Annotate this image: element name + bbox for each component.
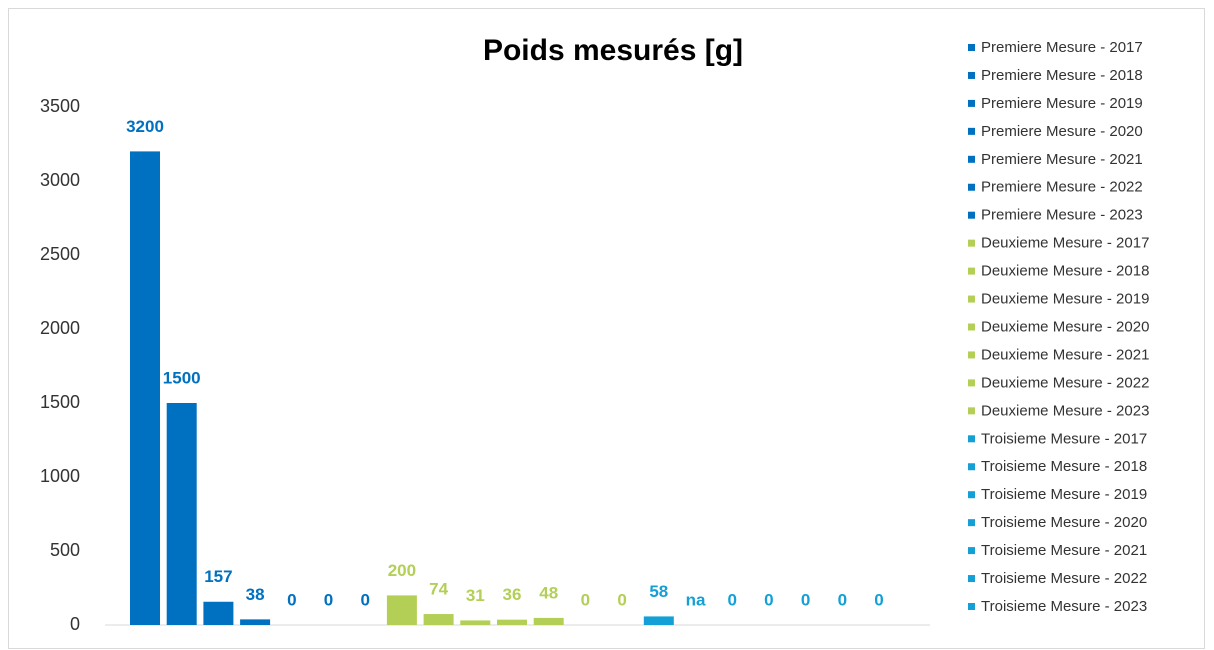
legend-label: Premiere Mesure - 2023	[981, 207, 1143, 224]
legend-label: Deuxieme Mesure - 2019	[981, 291, 1149, 308]
data-label: 36	[503, 585, 522, 604]
legend-swatch	[968, 267, 975, 275]
legend-label: Premiere Mesure - 2017	[981, 39, 1143, 56]
bar	[130, 151, 160, 625]
legend-swatch	[968, 183, 975, 191]
y-tick-label: 2000	[40, 318, 80, 338]
data-label: 157	[204, 567, 232, 586]
data-label: 1500	[163, 368, 201, 387]
y-tick-label: 3000	[40, 170, 80, 190]
data-label: 31	[466, 586, 485, 605]
data-label: 38	[246, 585, 265, 604]
legend-label: Premiere Mesure - 2022	[981, 179, 1143, 196]
legend-swatch	[968, 547, 975, 555]
data-label: 0	[838, 590, 847, 609]
data-label: 0	[324, 590, 333, 609]
legend-label: Premiere Mesure - 2021	[981, 151, 1143, 168]
y-tick-label: 500	[50, 540, 80, 560]
legend-swatch	[968, 435, 975, 443]
data-label: na	[686, 590, 706, 609]
chart-title: Poids mesurés [g]	[483, 34, 743, 67]
legend-label: Troisieme Mesure - 2017	[981, 430, 1147, 447]
data-label: 0	[764, 590, 773, 609]
data-label: 3200	[126, 117, 164, 136]
legend-swatch	[968, 519, 975, 527]
legend-label: Troisieme Mesure - 2023	[981, 598, 1147, 615]
legend-swatch	[968, 99, 975, 107]
legend-swatch	[968, 71, 975, 79]
legend-label: Deuxieme Mesure - 2023	[981, 402, 1149, 419]
data-label: 200	[388, 561, 416, 580]
bar	[240, 619, 271, 625]
bar	[460, 620, 491, 625]
data-label: 0	[581, 590, 590, 609]
legend-swatch	[968, 239, 975, 247]
legend-label: Deuxieme Mesure - 2022	[981, 374, 1149, 391]
data-label: 0	[287, 590, 296, 609]
legend-swatch	[968, 155, 975, 163]
legend-swatch	[968, 323, 975, 331]
data-label: 0	[801, 590, 810, 609]
y-tick-label: 2500	[40, 244, 80, 264]
legend-label: Troisieme Mesure - 2020	[981, 514, 1147, 531]
legend-label: Troisieme Mesure - 2022	[981, 570, 1147, 587]
data-label: 0	[727, 590, 736, 609]
legend-label: Premiere Mesure - 2020	[981, 123, 1143, 140]
y-tick-label: 0	[70, 614, 80, 634]
legend-swatch	[968, 44, 975, 51]
data-label: 0	[874, 590, 883, 609]
legend-swatch	[968, 603, 975, 610]
data-label: 58	[649, 582, 668, 601]
legend-swatch	[968, 379, 975, 387]
legend-swatch	[968, 407, 975, 415]
legend-swatch	[968, 351, 975, 359]
legend-swatch	[968, 127, 975, 135]
legend-label: Deuxieme Mesure - 2018	[981, 263, 1149, 280]
legend-swatch	[968, 211, 975, 219]
legend-label: Deuxieme Mesure - 2017	[981, 235, 1149, 252]
data-label: 74	[429, 580, 448, 599]
data-label: 0	[617, 590, 626, 609]
bar	[166, 403, 197, 625]
legend-label: Troisieme Mesure - 2019	[981, 486, 1147, 503]
chart-border	[8, 8, 1205, 649]
legend-label: Troisieme Mesure - 2018	[981, 458, 1147, 475]
y-tick-label: 3500	[40, 96, 80, 116]
data-label: 48	[539, 583, 558, 602]
legend-swatch	[968, 575, 975, 583]
y-tick-label: 1000	[40, 466, 80, 486]
legend-label: Deuxieme Mesure - 2021	[981, 346, 1149, 363]
legend-swatch	[968, 463, 975, 471]
bar	[497, 619, 527, 625]
bar	[423, 614, 454, 625]
legend-label: Premiere Mesure - 2019	[981, 95, 1143, 112]
legend-swatch	[968, 491, 975, 499]
bar	[386, 595, 417, 625]
legend-swatch	[968, 295, 975, 303]
legend-label: Troisieme Mesure - 2021	[981, 542, 1147, 559]
legend-label: Premiere Mesure - 2018	[981, 67, 1143, 84]
legend-label: Deuxieme Mesure - 2020	[981, 318, 1149, 335]
bar	[203, 601, 234, 625]
bar	[643, 616, 674, 625]
bar	[533, 617, 564, 625]
y-tick-label: 1500	[40, 392, 80, 412]
data-label: 0	[360, 590, 369, 609]
